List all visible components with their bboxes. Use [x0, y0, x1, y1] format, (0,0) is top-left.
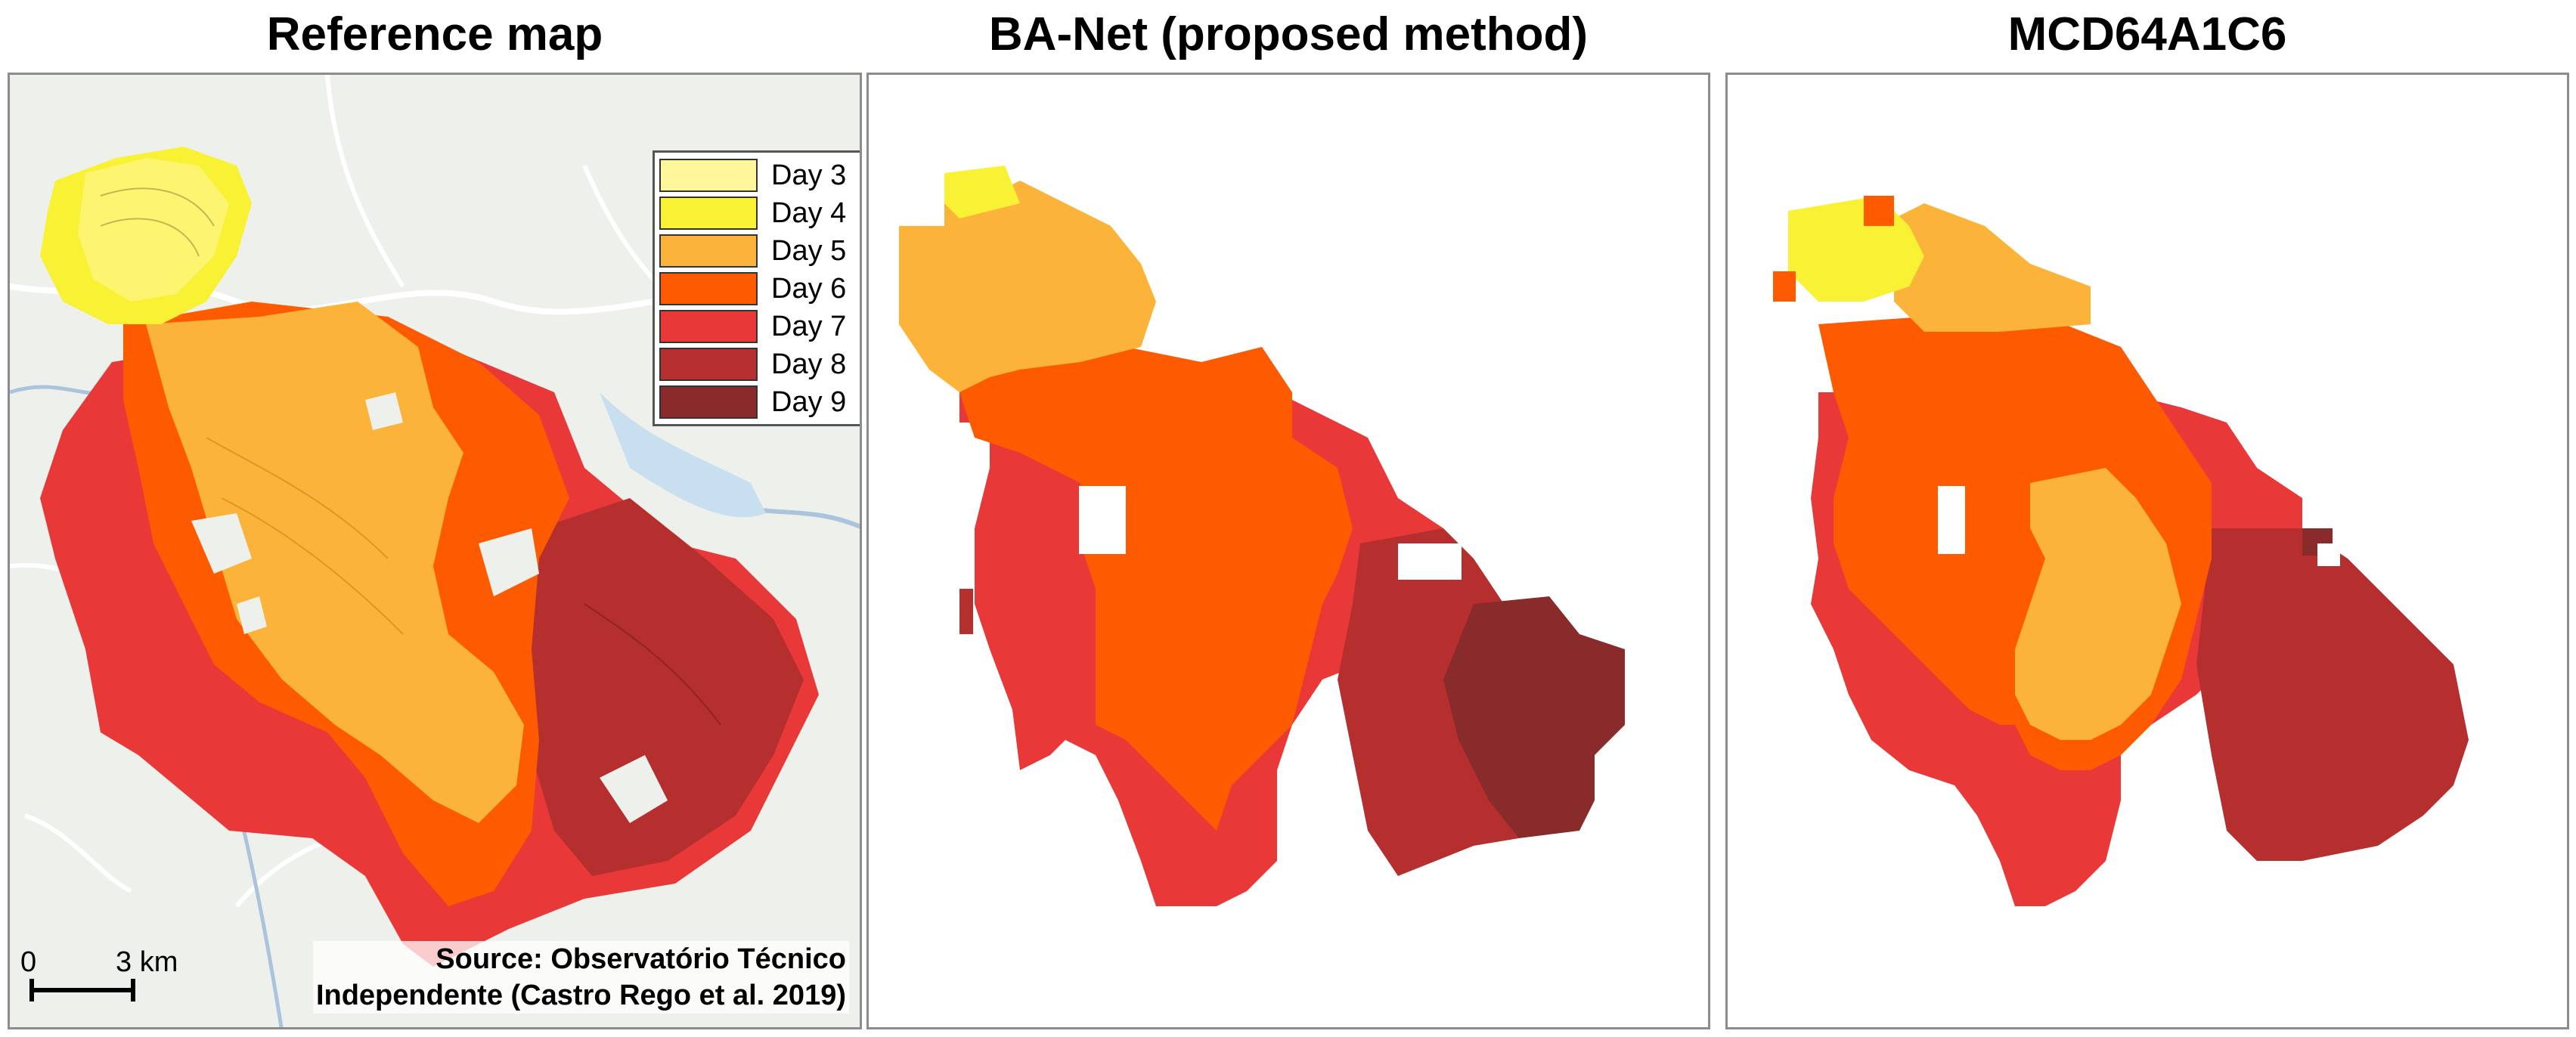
- banet-day5-zone: [899, 181, 1156, 392]
- legend-label-day7: Day 7: [771, 311, 847, 342]
- legend-label-day4: Day 4: [771, 197, 847, 229]
- reference-map-panel: Day 3 Day 4 Day 5 Day 6 Day 7 Day 8 Day …: [8, 73, 862, 1029]
- mcd64-map-graphic: [1773, 196, 2469, 906]
- banet-day4-zone: [944, 166, 1020, 218]
- scale-tick-left: [29, 979, 34, 1001]
- mcd64-panel: [1725, 73, 2569, 1029]
- banet-day6-zone: [959, 317, 1353, 831]
- title-mcd64: MCD64A1C6: [2007, 8, 2287, 60]
- title-banet: BA-Net (proposed method): [988, 8, 1589, 60]
- mcd64-day4-zone: [1788, 196, 1924, 302]
- source-attribution: Source: Observatório Técnico Independent…: [312, 941, 849, 1014]
- legend-swatch-day6: [659, 272, 758, 305]
- legend-label-day6: Day 6: [771, 273, 847, 305]
- banet-map-graphic: [899, 166, 1625, 906]
- legend-swatch-day9: [659, 385, 758, 419]
- legend-label-day9: Day 9: [771, 386, 847, 418]
- legend-swatch-day8: [659, 348, 758, 381]
- title-reference-map: Reference map: [266, 8, 603, 60]
- scale-bar: 0 3 km: [20, 947, 187, 1008]
- mcd64-day8-zone: [2196, 528, 2469, 861]
- source-line-1: Source: Observatório Técnico: [436, 943, 846, 975]
- legend-label-day3: Day 3: [771, 159, 847, 191]
- legend: Day 3 Day 4 Day 5 Day 6 Day 7 Day 8 Day …: [653, 150, 860, 426]
- legend-swatch-day4: [659, 197, 758, 230]
- mcd64-day5-north: [1894, 203, 2091, 332]
- banet-panel: [866, 73, 1710, 1029]
- legend-swatch-day7: [659, 310, 758, 343]
- mcd64-day5-zone: [2015, 468, 2181, 740]
- scale-line: [29, 988, 135, 992]
- legend-swatch-day5: [659, 234, 758, 268]
- legend-swatch-day3: [659, 159, 758, 192]
- legend-label-day5: Day 5: [771, 235, 847, 267]
- ref-day3-zone: [78, 158, 229, 302]
- legend-label-day8: Day 8: [771, 348, 847, 380]
- scale-tick-right: [131, 979, 135, 1001]
- scale-start-label: 0: [20, 946, 37, 978]
- ref-day5-zone: [146, 302, 524, 823]
- source-line-2: Independente (Castro Rego et al. 2019): [315, 980, 846, 1011]
- banet-day9-zone: [1443, 596, 1625, 838]
- ref-day8-zone: [524, 498, 804, 876]
- scale-end-label: 3 km: [116, 946, 178, 978]
